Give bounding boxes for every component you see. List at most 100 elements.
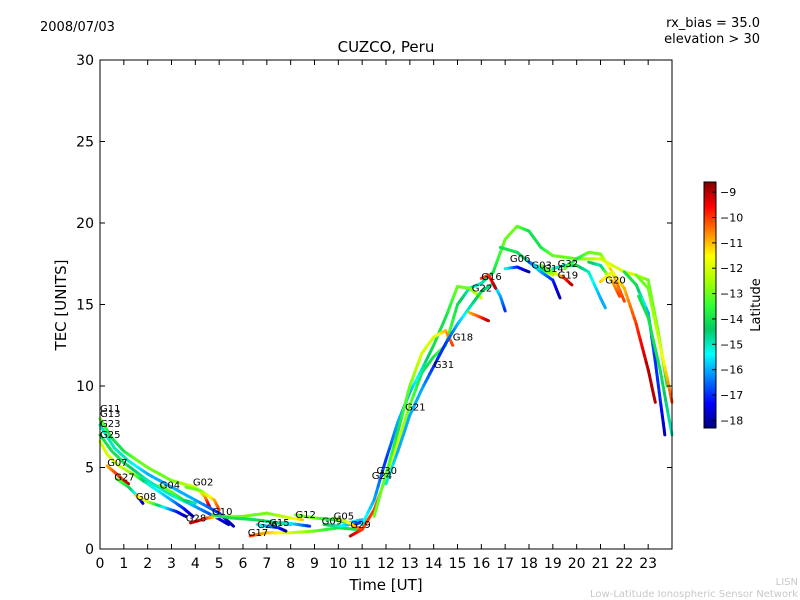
x-tick-label: 11	[353, 556, 371, 572]
track-segment	[652, 395, 657, 404]
satellite-label: G08	[136, 492, 156, 503]
x-tick-label: 0	[96, 556, 105, 572]
track-segment	[224, 521, 231, 526]
track-segment	[189, 513, 195, 518]
satellite-label: G07	[107, 458, 127, 469]
y-axis: 0 5 10 15 20 25 30	[76, 53, 672, 558]
chart-title: CUZCO, Peru	[338, 38, 435, 56]
x-tick-label: 7	[262, 556, 271, 572]
x-tick-label: 14	[425, 556, 443, 572]
track-segment	[450, 341, 455, 347]
track-segment	[229, 522, 235, 528]
footer-network-name: Low-Latitude Ionospheric Sensor Network	[590, 589, 798, 600]
y-tick-label: 25	[76, 135, 94, 151]
x-tick-label: 17	[496, 556, 514, 572]
satellite-label: G30	[377, 466, 397, 477]
track-segment	[648, 296, 654, 309]
satellite-label: G13	[100, 409, 120, 420]
satellite-track	[563, 250, 626, 303]
track-segment	[569, 282, 574, 287]
x-axis-label: Time [UT]	[348, 576, 422, 594]
track-segment	[662, 427, 667, 437]
x-tick-label: 3	[167, 556, 176, 572]
x-tick-label: 18	[520, 556, 538, 572]
satellite-label: G26	[257, 520, 277, 531]
y-tick-label: 10	[76, 379, 94, 395]
colorbar-tick-label: −11	[720, 237, 743, 250]
track-segment	[656, 334, 662, 347]
satellite-label: G17	[248, 528, 268, 539]
track-segment	[358, 518, 364, 522]
colorbar-ticks: −9 −10 −11 −12 −13 −14 −15 −16 −17 −18	[712, 186, 743, 427]
colorbar-label: Latitude	[749, 278, 764, 332]
footer-network-short: LISN	[776, 577, 798, 588]
satellite-label: G24	[372, 471, 392, 482]
track-segment	[216, 506, 221, 512]
satellite-track	[551, 263, 607, 310]
colorbar-tick-label: −9	[720, 186, 736, 199]
track-segment	[662, 389, 668, 404]
y-tick-label: 5	[85, 461, 94, 477]
satellite-label: G21	[405, 403, 425, 414]
colorbar-tick-label: −14	[720, 313, 743, 326]
y-axis-label: TEC [UNITS]	[52, 260, 70, 352]
colorbar-tick-label: −13	[720, 288, 743, 301]
track-segment	[652, 315, 658, 328]
satellite-label: G25	[100, 430, 120, 441]
track-segment	[664, 400, 670, 415]
satellite-label: G09	[322, 517, 342, 528]
y-tick-label: 20	[76, 216, 94, 232]
satellite-track	[637, 294, 674, 437]
date-label: 2008/07/03	[40, 20, 115, 35]
track-segment	[283, 529, 288, 533]
x-tick-label: 9	[310, 556, 319, 572]
x-tick-label: 12	[377, 556, 395, 572]
track-segment	[620, 294, 626, 303]
satellite-track	[384, 281, 507, 486]
x-tick-label: 13	[401, 556, 419, 572]
satellite-track	[527, 260, 555, 277]
track-segment	[140, 500, 145, 505]
satellite-label: G15	[269, 518, 289, 529]
satellite-track	[479, 273, 498, 290]
colorbar-tick-label: −15	[720, 338, 743, 351]
track-segment	[191, 501, 197, 505]
track-segment	[126, 481, 131, 486]
x-tick-label: 19	[544, 556, 562, 572]
track-segment	[549, 272, 555, 277]
x-tick-label: 15	[449, 556, 467, 572]
satellite-track	[98, 439, 195, 518]
colorbar-tick-label: −18	[720, 414, 743, 427]
satellite-track	[270, 521, 312, 528]
satellite-label: G02	[193, 477, 213, 488]
elevation-label: elevation > 30	[664, 32, 760, 47]
data-tracks	[98, 224, 674, 538]
track-segment	[492, 284, 498, 290]
x-tick-label: 16	[472, 556, 490, 572]
satellite-track	[184, 485, 221, 512]
satellite-label: G06	[510, 254, 530, 265]
satellite-label: G05	[334, 512, 354, 523]
rx-bias-label: rx_bias = 35.0	[666, 16, 760, 31]
satellite-track	[98, 433, 231, 526]
track-segment	[616, 292, 622, 298]
satellite-track	[158, 483, 197, 505]
satellite-label: G18	[453, 332, 473, 343]
colorbar-tick-label: −16	[720, 364, 743, 377]
satellite-label: G16	[481, 272, 501, 283]
track-segment	[646, 286, 652, 300]
satellite-track	[372, 329, 455, 518]
x-tick-label: 21	[592, 556, 610, 572]
track-segment	[666, 411, 672, 426]
colorbar-tick-label: −12	[720, 262, 743, 275]
satellite-label: G23	[100, 419, 120, 430]
track-segment	[660, 379, 666, 393]
track-segment	[502, 307, 507, 313]
satellite-label: G04	[160, 481, 180, 492]
satellite-track	[98, 423, 235, 528]
satellite-track	[348, 224, 669, 538]
satellite-label: G32	[558, 259, 578, 270]
x-tick-label: 1	[119, 556, 128, 572]
